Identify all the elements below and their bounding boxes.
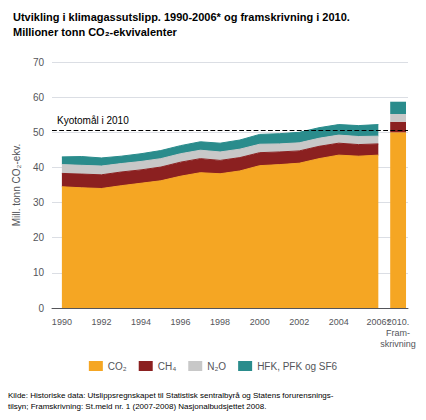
- svg-text:0: 0: [38, 303, 44, 314]
- svg-text:1996: 1996: [171, 317, 191, 327]
- svg-text:10: 10: [33, 267, 45, 278]
- svg-text:2002: 2002: [289, 317, 309, 327]
- svg-text:Mill. tonn CO₂-ekv.: Mill. tonn CO₂-ekv.: [11, 144, 22, 227]
- svg-text:50: 50: [33, 127, 45, 138]
- svg-text:2000: 2000: [250, 317, 270, 327]
- svg-text:1998: 1998: [210, 317, 230, 327]
- svg-text:60: 60: [33, 92, 45, 103]
- svg-text:CH₄: CH₄: [158, 361, 177, 372]
- svg-text:skrivning: skrivning: [380, 339, 416, 349]
- svg-text:70: 70: [33, 57, 45, 68]
- svg-text:Kilde: Historiske data: Utslip: Kilde: Historiske data: Utslippsregnskap…: [8, 391, 334, 400]
- svg-text:2006*: 2006*: [366, 316, 391, 327]
- svg-text:Millioner tonn CO₂-ekvivalente: Millioner tonn CO₂-ekvivalenter: [13, 26, 178, 38]
- svg-text:30: 30: [33, 197, 45, 208]
- svg-text:Kyotomål i 2010: Kyotomål i 2010: [57, 115, 129, 126]
- svg-text:N₂O: N₂O: [207, 361, 226, 372]
- svg-text:Fram-: Fram-: [386, 328, 410, 338]
- svg-text:2004: 2004: [329, 317, 349, 327]
- svg-text:20: 20: [33, 232, 45, 243]
- svg-text:2010.: 2010.: [387, 317, 410, 327]
- svg-text:40: 40: [33, 162, 45, 173]
- svg-text:CO₂: CO₂: [108, 361, 127, 372]
- svg-text:HFK, PFK og SF6: HFK, PFK og SF6: [257, 361, 337, 372]
- svg-text:1992: 1992: [91, 317, 111, 327]
- svg-text:Utvikling i klimagassutslipp.: Utvikling i klimagassutslipp. 1990-2006*…: [13, 11, 350, 23]
- svg-text:1994: 1994: [131, 317, 151, 327]
- svg-text:tilsyn; Framskrivning: St.meld: tilsyn; Framskrivning: St.meld nr. 1 (20…: [8, 402, 266, 411]
- svg-text:1990: 1990: [52, 317, 72, 327]
